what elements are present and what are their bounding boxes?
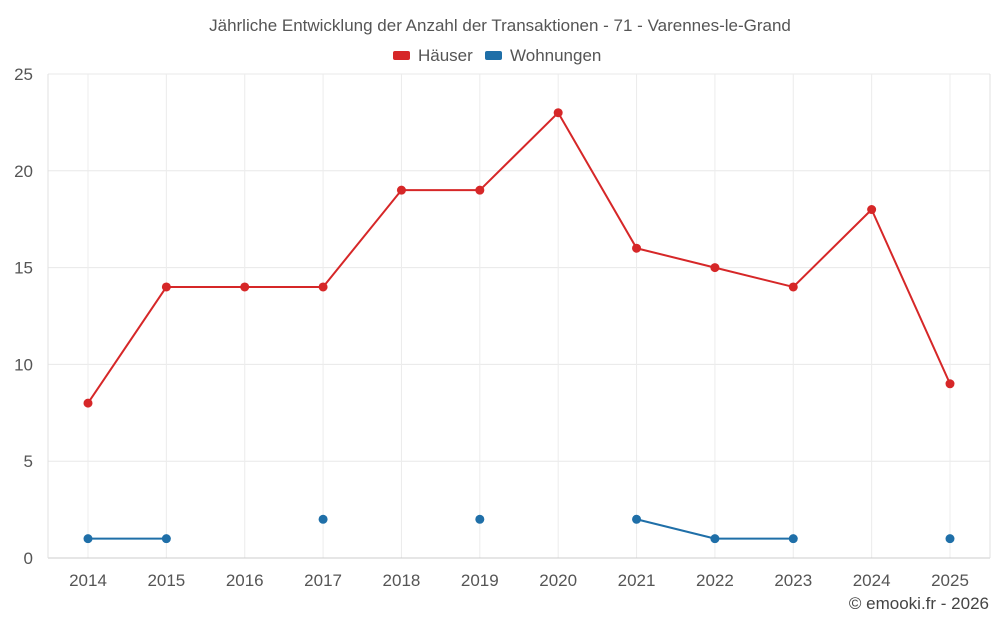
legend: Häuser Wohnungen: [393, 46, 601, 65]
x-tick-label: 2025: [931, 571, 969, 590]
data-point-haeuser: [475, 185, 485, 195]
series-line-wohnungen: [635, 518, 716, 540]
series-line-haeuser: [713, 266, 795, 288]
series-line-haeuser: [792, 208, 873, 288]
data-point-haeuser: [945, 379, 955, 389]
series-line-haeuser: [322, 189, 403, 288]
x-tick-label: 2024: [853, 571, 891, 590]
data-point-wohnungen: [475, 514, 485, 524]
data-point-wohnungen: [161, 534, 171, 544]
series-line-haeuser: [870, 208, 951, 385]
x-tick-label: 2021: [618, 571, 656, 590]
data-point-haeuser: [788, 282, 798, 292]
chart-title: Jährliche Entwicklung der Anzahl der Tra…: [209, 16, 791, 35]
y-tick-label: 5: [24, 452, 33, 471]
data-point-haeuser: [632, 243, 642, 253]
x-tick-label: 2015: [147, 571, 185, 590]
y-tick-label: 20: [14, 162, 33, 181]
data-point-wohnungen: [318, 514, 328, 524]
legend-item-haeuser[interactable]: Häuser: [393, 46, 473, 65]
x-tick-label: 2018: [383, 571, 421, 590]
x-tick-label: 2023: [774, 571, 812, 590]
legend-swatch-haeuser: [393, 51, 410, 60]
data-point-haeuser: [396, 185, 406, 195]
data-point-haeuser: [710, 263, 720, 273]
y-tick-label: 0: [24, 549, 33, 568]
legend-item-wohnungen[interactable]: Wohnungen: [485, 46, 601, 65]
legend-label-wohnungen: Wohnungen: [510, 46, 601, 65]
series-line-haeuser: [635, 247, 716, 269]
x-tick-label: 2020: [539, 571, 577, 590]
credit-text: © emooki.fr - 2026: [849, 594, 989, 613]
data-point-wohnungen: [632, 514, 642, 524]
series-line-haeuser: [478, 111, 560, 192]
data-point-haeuser: [318, 282, 328, 292]
data-point-haeuser: [240, 282, 250, 292]
data-point-wohnungen: [945, 534, 955, 544]
x-tick-label: 2017: [304, 571, 342, 590]
data-point-haeuser: [161, 282, 171, 292]
data-point-wohnungen: [710, 534, 720, 544]
data-point-wohnungen: [83, 534, 93, 544]
x-tick-label: 2016: [226, 571, 264, 590]
legend-label-haeuser: Häuser: [418, 46, 473, 65]
x-tick-label: 2014: [69, 571, 107, 590]
data-point-wohnungen: [788, 534, 798, 544]
x-tick-label: 2019: [461, 571, 499, 590]
data-point-haeuser: [553, 108, 563, 118]
y-tick-label: 25: [14, 65, 33, 84]
data-point-haeuser: [867, 205, 877, 215]
x-tick-label: 2022: [696, 571, 734, 590]
y-tick-label: 10: [14, 355, 33, 374]
y-tick-label: 15: [14, 259, 33, 278]
legend-swatch-wohnungen: [485, 51, 502, 60]
data-point-haeuser: [83, 398, 93, 408]
series-line-haeuser: [87, 285, 168, 405]
series-line-haeuser: [557, 111, 638, 250]
